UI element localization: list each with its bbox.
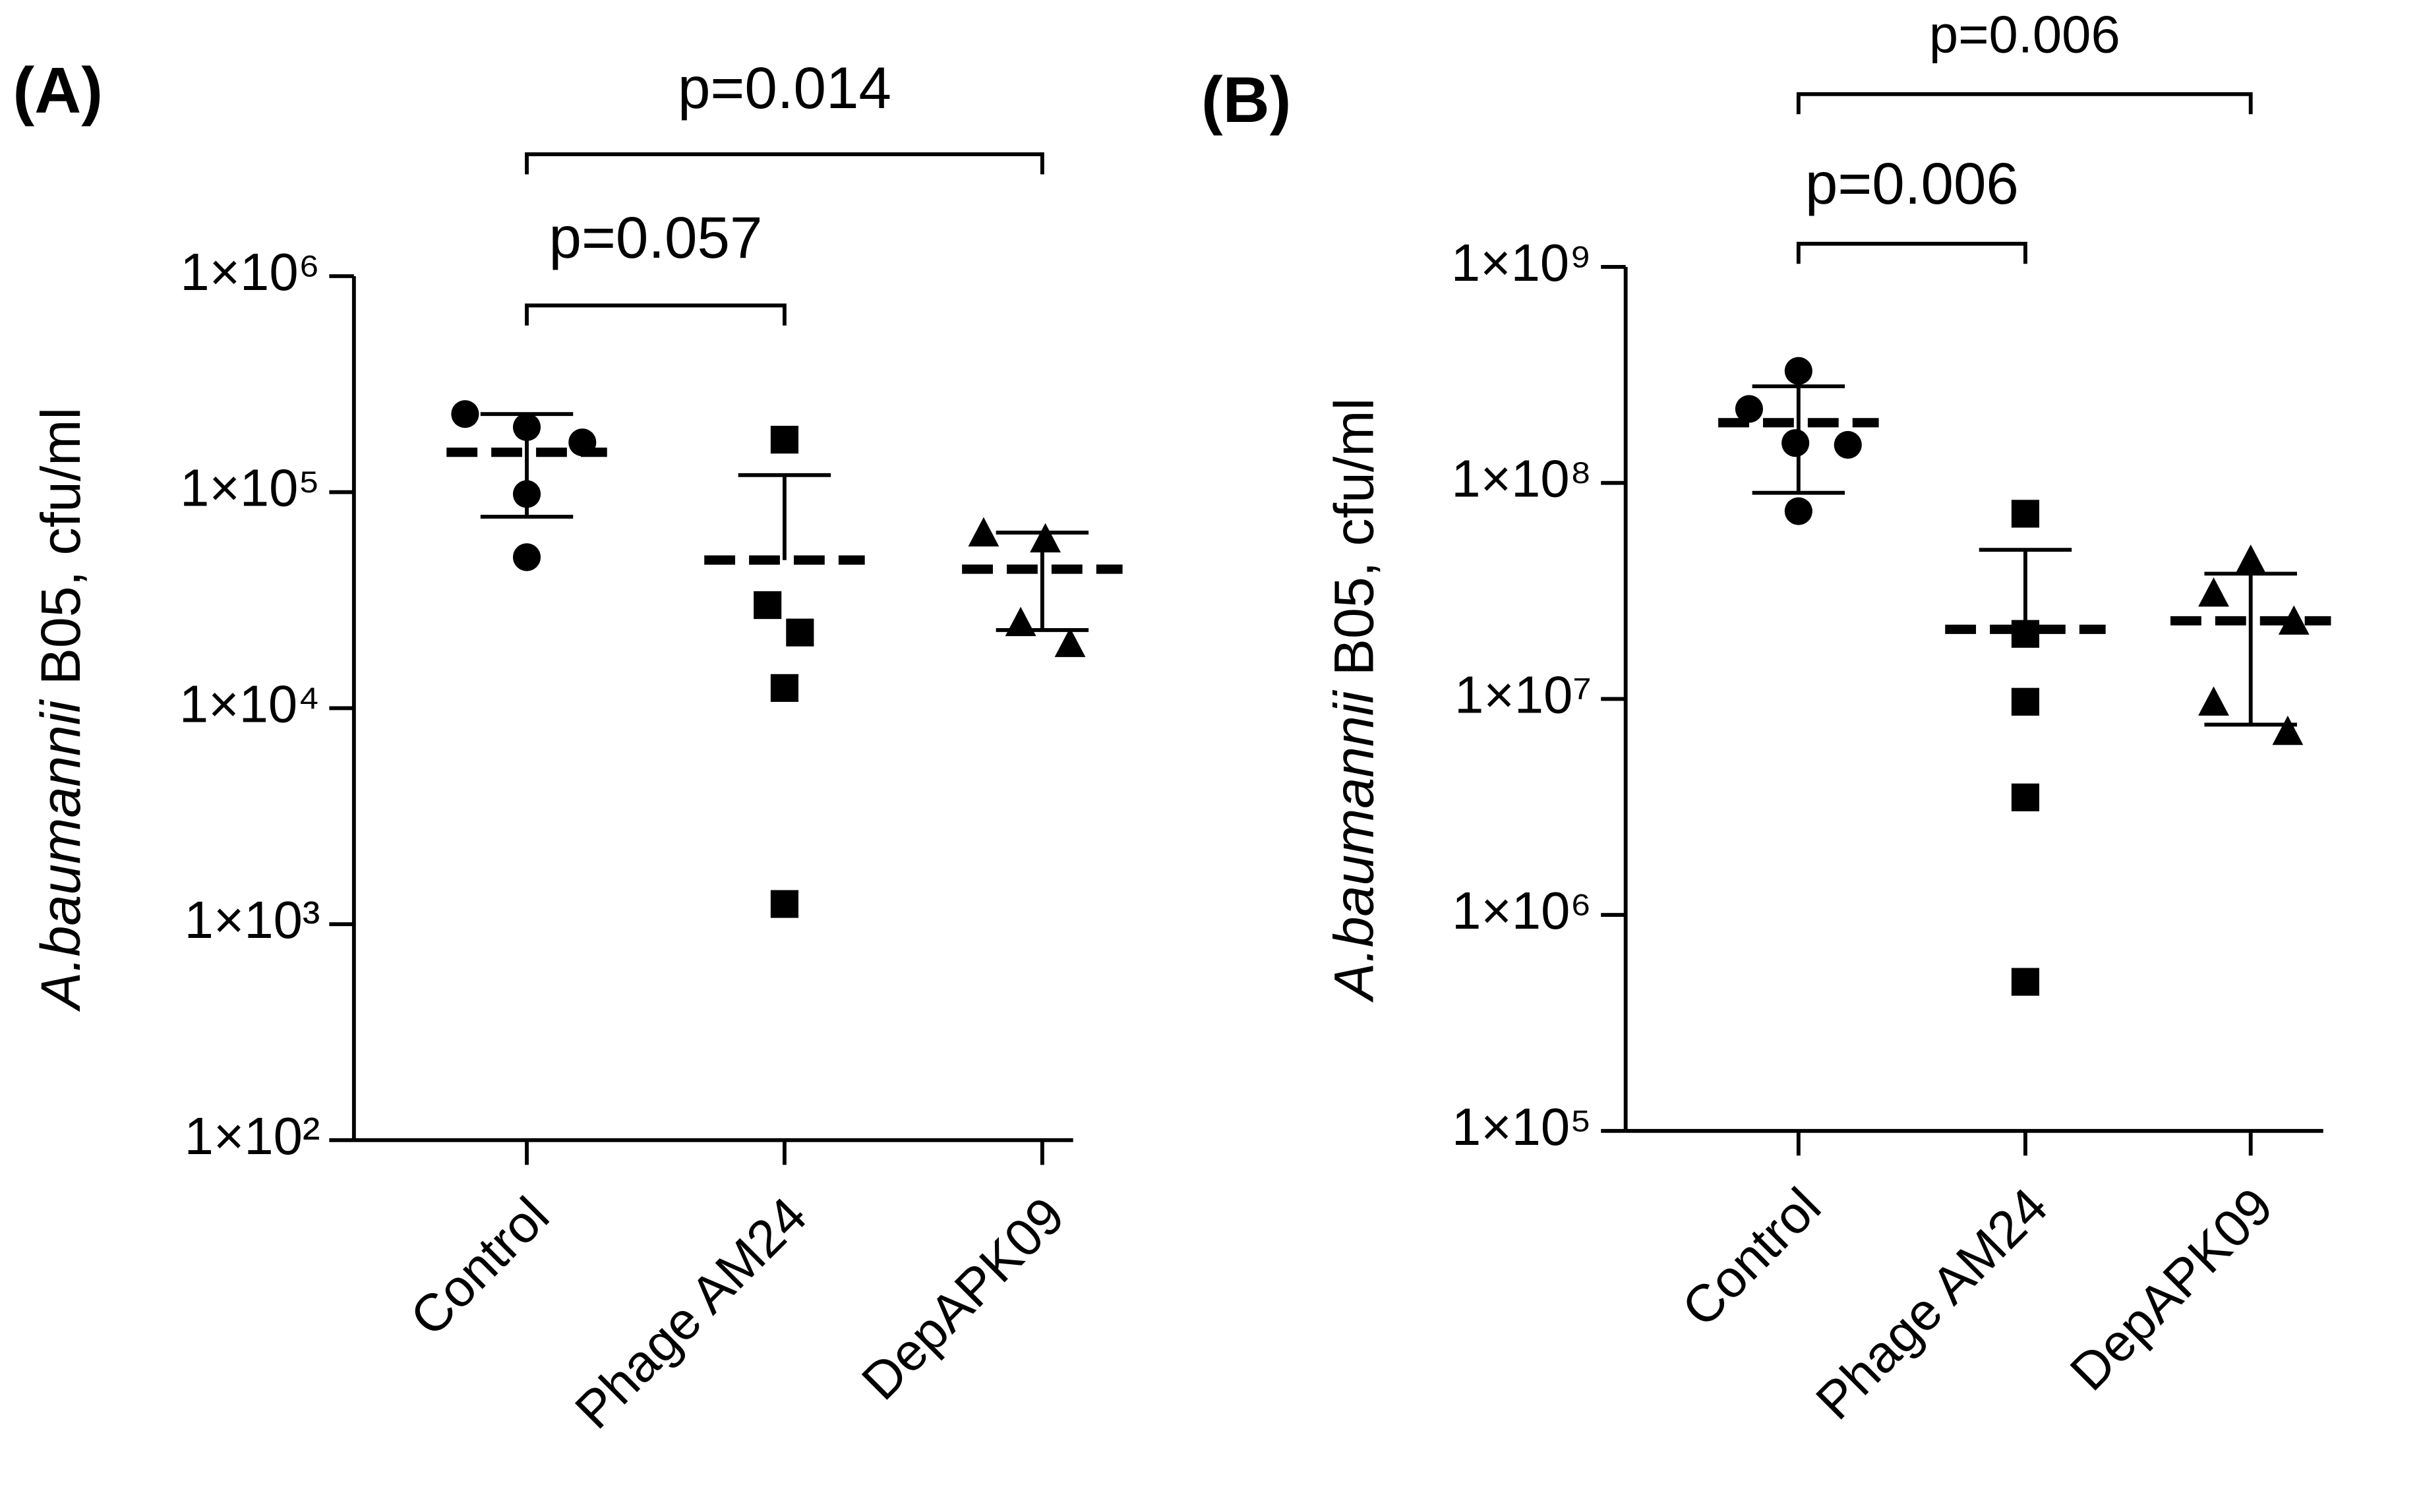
significance-bracket bbox=[1796, 241, 2027, 264]
significance-bracket bbox=[525, 303, 787, 326]
y-tick-label: 1×10⁹ bbox=[1451, 233, 1592, 292]
x-tick-label: DepAPK09 bbox=[851, 1186, 1075, 1410]
data-point bbox=[770, 890, 799, 918]
data-point bbox=[770, 426, 799, 454]
data-point bbox=[451, 400, 479, 428]
panel-label: (B) bbox=[1201, 63, 1291, 136]
x-tick-label: Control bbox=[1671, 1177, 1832, 1337]
y-tick-label: 1×10⁵ bbox=[1452, 1097, 1592, 1156]
data-point bbox=[1030, 523, 1061, 553]
significance-bracket bbox=[1796, 92, 2253, 115]
data-point bbox=[2011, 968, 2040, 996]
y-tick-label: 1×10⁵ bbox=[180, 459, 320, 517]
data-point bbox=[1784, 357, 1812, 385]
y-axis-label-rest: B05, cfu/ml bbox=[30, 407, 92, 701]
data-point bbox=[2198, 686, 2229, 716]
y-tick-label: 1×10⁷ bbox=[1454, 665, 1592, 724]
x-tick-label: Phage AM24 bbox=[1805, 1177, 2058, 1430]
y-axis-label: A.baumannii B05, cfu/ml bbox=[30, 407, 92, 1012]
data-point bbox=[1735, 395, 1764, 423]
data-point bbox=[770, 674, 799, 702]
data-point bbox=[786, 618, 814, 647]
y-tick-label: 1×10³ bbox=[185, 890, 320, 949]
data-point bbox=[2272, 715, 2304, 745]
data-point bbox=[1781, 429, 1810, 457]
data-point bbox=[1784, 497, 1812, 525]
p-value: p=0.057 bbox=[549, 204, 762, 270]
data-point bbox=[2011, 687, 2040, 716]
y-tick-label: 1×10² bbox=[185, 1107, 320, 1165]
y-axis-label-italic: A.baumannii bbox=[1323, 689, 1385, 1003]
data-point bbox=[2198, 577, 2229, 607]
data-point bbox=[512, 543, 541, 571]
x-tick-label: Control bbox=[399, 1186, 560, 1347]
data-point bbox=[1834, 430, 1862, 459]
x-tick-label: DepAPK09 bbox=[2059, 1177, 2284, 1401]
significance-bracket bbox=[525, 152, 1044, 175]
data-point bbox=[2011, 500, 2040, 528]
data-point bbox=[1054, 627, 1086, 657]
y-tick-label: 1×10⁸ bbox=[1451, 450, 1592, 508]
y-axis-label-rest: B05, cfu/ml bbox=[1323, 398, 1385, 691]
x-tick-label: Phage AM24 bbox=[564, 1186, 818, 1439]
p-value: p=0.014 bbox=[678, 55, 891, 121]
data-point bbox=[968, 517, 1000, 547]
data-point bbox=[2278, 605, 2310, 635]
data-point bbox=[2235, 544, 2267, 574]
y-axis-label-italic: A.baumannii bbox=[30, 699, 92, 1012]
panel-label: (A) bbox=[13, 54, 103, 127]
data-point bbox=[754, 591, 782, 620]
data-point bbox=[2011, 783, 2040, 811]
y-tick-label: 1×10⁴ bbox=[179, 674, 320, 733]
y-axis-label: A.baumannii B05, cfu/ml bbox=[1323, 398, 1385, 1003]
y-tick-label: 1×10⁶ bbox=[1452, 881, 1592, 940]
p-value: p=0.006 bbox=[1929, 5, 2120, 64]
y-tick-label: 1×10⁶ bbox=[180, 243, 320, 301]
p-value: p=0.006 bbox=[1805, 150, 2019, 216]
